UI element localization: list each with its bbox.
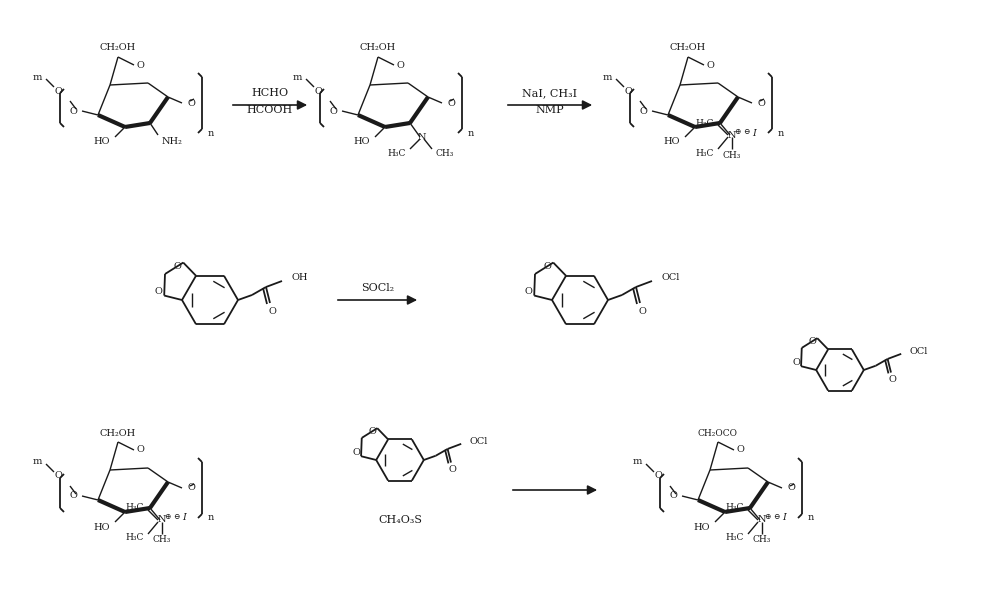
Text: O: O (639, 106, 647, 115)
Text: CH₂OH: CH₂OH (670, 44, 706, 52)
Text: CH₃: CH₃ (436, 149, 454, 157)
Text: N: N (728, 131, 736, 140)
Text: ⊕: ⊕ (764, 513, 770, 521)
Text: CH₃: CH₃ (723, 151, 741, 160)
Text: O: O (524, 287, 532, 296)
Text: HO: HO (694, 523, 710, 532)
Text: CH₂OH: CH₂OH (360, 44, 396, 52)
Text: ⊕: ⊕ (164, 513, 170, 521)
Text: HO: HO (664, 138, 680, 146)
Text: O: O (638, 307, 646, 316)
Text: m: m (33, 458, 42, 467)
Text: m: m (293, 72, 302, 81)
Text: ⊕: ⊕ (734, 128, 740, 136)
Text: CH₃: CH₃ (753, 535, 771, 544)
Text: NMP: NMP (536, 105, 564, 115)
Text: HO: HO (94, 138, 110, 146)
Text: H₃C: H₃C (388, 149, 406, 157)
Text: I: I (182, 514, 186, 523)
Text: H₃C: H₃C (726, 503, 744, 512)
Text: O: O (352, 449, 360, 457)
Text: O: O (706, 61, 714, 69)
Text: I: I (752, 129, 756, 138)
Text: CH₂OH: CH₂OH (100, 44, 136, 52)
Text: H₃C: H₃C (726, 534, 744, 543)
Text: O: O (624, 87, 632, 95)
Text: ⊖: ⊖ (173, 513, 179, 521)
Text: n: n (808, 514, 814, 523)
Text: O: O (54, 87, 62, 95)
Text: HO: HO (354, 138, 370, 146)
Text: O: O (173, 262, 181, 271)
Text: O: O (69, 106, 77, 115)
Text: O: O (54, 472, 62, 481)
Text: CH₂OH: CH₂OH (100, 429, 136, 438)
Text: OCl: OCl (470, 437, 488, 446)
Text: O: O (136, 446, 144, 455)
Text: OCl: OCl (662, 274, 680, 282)
Text: O: O (543, 262, 551, 271)
Text: SOCl₂: SOCl₂ (361, 283, 394, 293)
Text: NH₂: NH₂ (162, 137, 183, 146)
Text: n: n (778, 129, 784, 138)
Text: OCl: OCl (910, 347, 928, 356)
Text: O: O (808, 337, 816, 346)
Text: ⊖: ⊖ (743, 128, 749, 136)
Text: H₃C: H₃C (696, 118, 714, 127)
Text: O: O (187, 484, 195, 492)
Text: m: m (603, 72, 612, 81)
Text: O: O (654, 472, 662, 481)
Text: O: O (889, 375, 897, 384)
Text: O: O (268, 307, 276, 316)
Text: CH₄O₃S: CH₄O₃S (378, 515, 422, 525)
Text: O: O (447, 98, 455, 107)
Text: n: n (468, 129, 474, 138)
Text: O: O (787, 484, 795, 492)
Text: N: N (758, 515, 766, 524)
Text: O: O (736, 446, 744, 455)
Text: O: O (187, 98, 195, 107)
Text: O: O (136, 61, 144, 69)
Text: OH: OH (292, 274, 308, 282)
Text: HCHO: HCHO (251, 88, 289, 98)
Text: HCOOH: HCOOH (247, 105, 293, 115)
Text: I: I (782, 514, 786, 523)
Text: n: n (208, 514, 214, 523)
Text: m: m (33, 72, 42, 81)
Text: O: O (396, 61, 404, 69)
Text: O: O (329, 106, 337, 115)
Text: O: O (368, 427, 376, 436)
Text: O: O (757, 98, 765, 107)
Text: CH₃: CH₃ (153, 535, 171, 544)
Text: O: O (154, 287, 162, 296)
Text: O: O (449, 465, 457, 474)
Text: H₃C: H₃C (126, 534, 144, 543)
Text: O: O (669, 492, 677, 501)
Text: O: O (69, 492, 77, 501)
Text: H₃C: H₃C (696, 149, 714, 157)
Text: N: N (158, 515, 166, 524)
Text: O: O (314, 87, 322, 95)
Text: m: m (633, 458, 642, 467)
Text: O: O (792, 358, 800, 367)
Text: HO: HO (94, 523, 110, 532)
Text: N: N (418, 132, 426, 141)
Text: CH₂OCO: CH₂OCO (698, 429, 738, 438)
Text: NaI, CH₃I: NaI, CH₃I (522, 88, 578, 98)
Text: H₃C: H₃C (126, 503, 144, 512)
Text: ⊖: ⊖ (773, 513, 779, 521)
Text: n: n (208, 129, 214, 138)
